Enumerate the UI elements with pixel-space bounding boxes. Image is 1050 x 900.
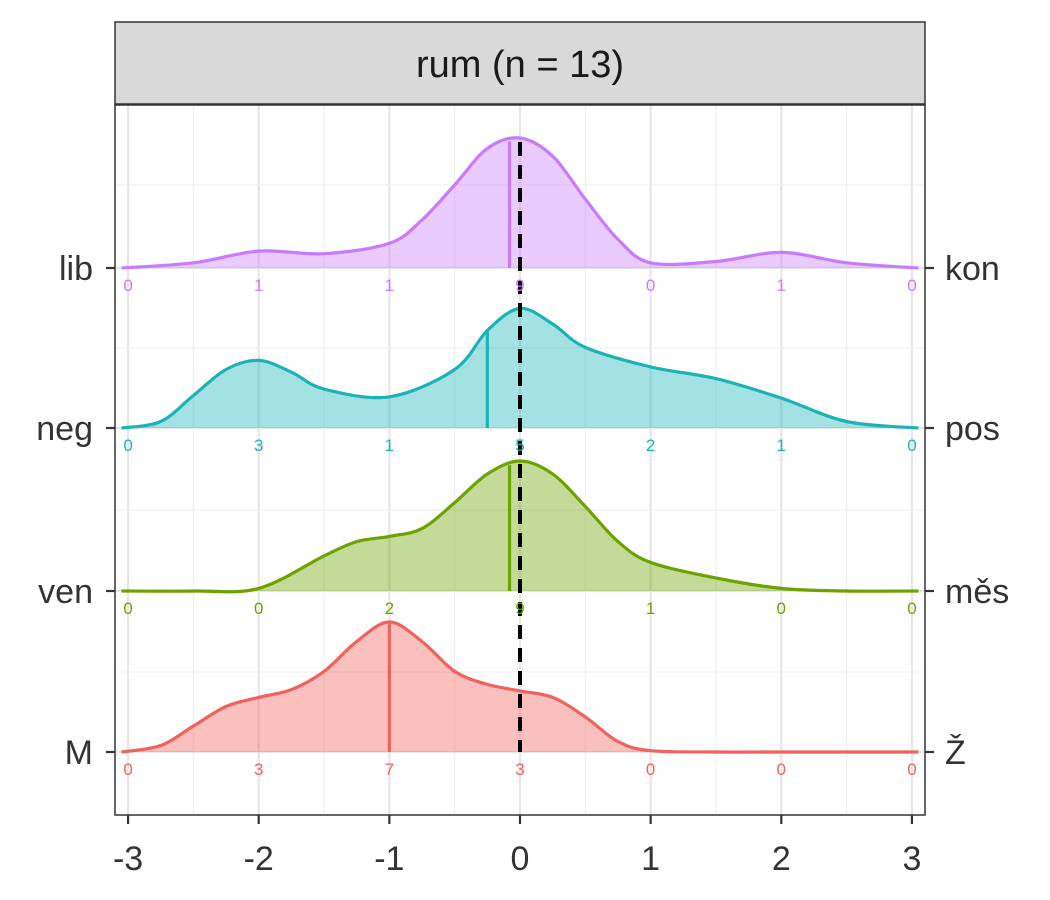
count-label: 0 (123, 436, 132, 455)
count-label: 0 (123, 760, 132, 779)
facet-title: rum (n = 13) (416, 44, 624, 86)
count-label: 3 (254, 436, 263, 455)
count-label: 9 (515, 599, 524, 618)
count-label: 1 (777, 436, 786, 455)
density-area-lib (121, 137, 919, 268)
count-label: 3 (515, 760, 524, 779)
count-label: 0 (907, 436, 916, 455)
x-tick-label: -1 (374, 840, 404, 878)
count-label: 1 (777, 276, 786, 295)
count-label: 0 (907, 276, 916, 295)
count-label: 5 (515, 436, 524, 455)
density-area-M (121, 622, 919, 753)
y-label-left: lib (59, 250, 93, 288)
count-label: 0 (646, 760, 655, 779)
count-label: 0 (254, 599, 263, 618)
count-label: 0 (777, 599, 786, 618)
density-curve-lib (121, 136, 919, 270)
count-label: 2 (385, 599, 394, 618)
y-label-right: Ž (945, 734, 966, 772)
x-tick-label: 0 (511, 840, 530, 878)
y-axis-right: kon pos měs Ž (925, 250, 1009, 772)
count-label: 1 (646, 599, 655, 618)
count-label: 7 (385, 760, 394, 779)
count-label: 2 (646, 436, 655, 455)
y-label-right: kon (945, 250, 1000, 288)
count-label: 0 (907, 760, 916, 779)
density-curve-M (121, 620, 919, 754)
y-label-right: pos (945, 410, 1000, 448)
count-labels: 0 1 1 9 0 1 0 0 3 1 5 2 1 0 0 0 2 9 1 0 0 0 3 7 3 0 0 0 (123, 276, 916, 779)
y-label-right: měs (945, 573, 1009, 611)
count-label: 1 (385, 436, 394, 455)
count-label: 1 (254, 276, 263, 295)
count-label: 1 (385, 276, 394, 295)
y-axis-left: lib neg ven M (36, 250, 115, 772)
count-label: 3 (254, 760, 263, 779)
count-label: 0 (123, 599, 132, 618)
density-curve-ven (121, 459, 919, 594)
x-tick-label: 3 (902, 840, 921, 878)
x-tick-label: -2 (244, 840, 274, 878)
y-label-left: neg (36, 410, 93, 448)
count-label: 0 (123, 276, 132, 295)
x-axis: -3 -2 -1 0 1 2 3 (113, 815, 921, 878)
count-label: 0 (777, 760, 786, 779)
facet-strip (114, 21, 926, 105)
density-curve-neg (121, 306, 919, 430)
density-ridges (121, 136, 919, 754)
density-area-neg (121, 308, 919, 428)
count-label: 9 (515, 276, 524, 295)
x-tick-label: 2 (772, 840, 791, 878)
y-label-left: M (65, 734, 93, 772)
y-label-left: ven (38, 573, 93, 611)
x-tick-label: 1 (641, 840, 660, 878)
count-label: 0 (907, 599, 916, 618)
count-label: 0 (646, 276, 655, 295)
x-tick-label: -3 (113, 840, 143, 878)
